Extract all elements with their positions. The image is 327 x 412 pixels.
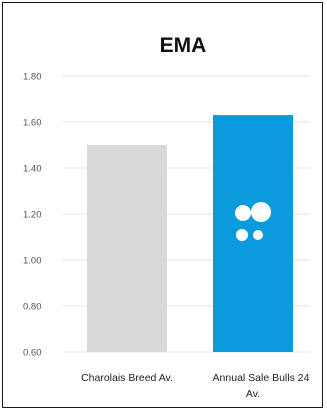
y-tick-label: 0.60 [23,348,42,359]
four-dots-logo-icon [235,202,271,241]
bar-2 [213,115,293,352]
chart-title: EMA [160,34,207,57]
y-tick-label: 1.20 [23,210,42,221]
y-tick-label: 0.80 [23,302,42,313]
y-tick-label: 1.40 [23,164,42,175]
x-category-label: Charolais Breed Av. [81,372,173,384]
x-category-label: Av. [246,388,260,400]
x-category-label: Annual Sale Bulls 24 [213,372,310,384]
bars [87,115,293,352]
logo-dot [253,230,263,240]
bar-1 [87,145,167,352]
y-tick-label: 1.80 [23,72,42,83]
logo-dot [235,205,251,221]
y-tick-label: 1.60 [23,118,42,129]
logo-dot [251,202,271,222]
x-axis-labels: Charolais Breed Av. Annual Sale Bulls 24 A… [81,372,310,400]
y-tick-label: 1.00 [23,256,42,267]
logo-dot [236,229,248,241]
y-axis-ticks: 0.60 0.80 1.00 1.20 1.40 1.60 1.80 [23,72,42,359]
